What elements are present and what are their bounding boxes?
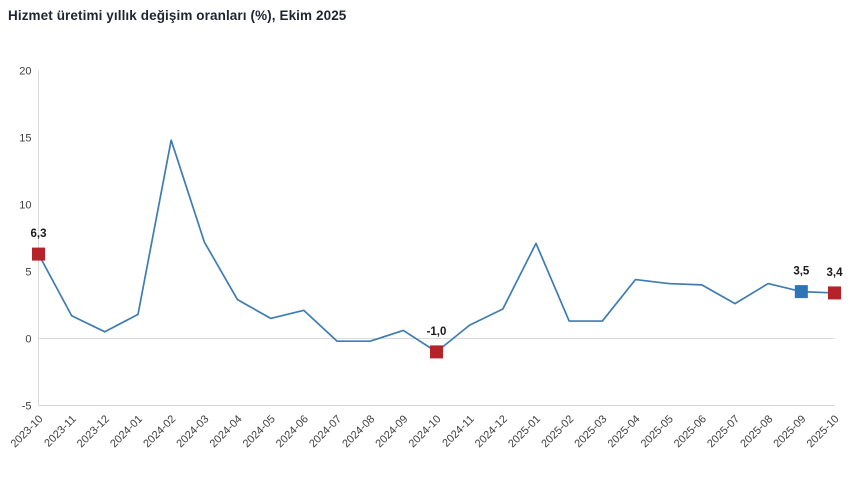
- x-tick-label: 2024-05: [241, 413, 278, 450]
- x-tick-label: 2025-08: [738, 413, 775, 450]
- x-tick-label: 2024-11: [440, 413, 476, 449]
- y-tick-label: 15: [19, 133, 31, 145]
- x-tick-label: 2024-07: [307, 413, 344, 450]
- x-tick-label: 2025-06: [672, 413, 709, 450]
- x-tick-label: 2025-04: [606, 413, 643, 450]
- y-tick-label: 0: [25, 334, 31, 346]
- x-tick-label: 2023-10: [9, 413, 46, 450]
- y-tick-label: 20: [19, 66, 31, 78]
- x-tick-label: 2025-05: [639, 413, 676, 450]
- data-point-label: 3,5: [793, 266, 810, 278]
- data-point-label: 3,4: [827, 267, 844, 279]
- x-tick-label: 2023-12: [75, 413, 112, 450]
- x-tick-label: 2024-09: [373, 413, 410, 450]
- x-tick-label: 2024-02: [141, 413, 178, 450]
- chart-title: Hizmet üretimi yıllık değişim oranları (…: [8, 8, 347, 23]
- x-tick-label: 2024-10: [407, 413, 444, 450]
- x-tick-label: 2024-01: [108, 413, 145, 450]
- y-tick-label: 5: [25, 267, 31, 279]
- x-tick-label: 2024-12: [473, 413, 510, 450]
- y-tick-label: 10: [19, 200, 31, 212]
- x-tick-label: 2024-03: [174, 413, 211, 450]
- data-point-label: -1,0: [427, 326, 447, 338]
- data-point-label: 6,3: [31, 228, 47, 240]
- series-line: [37, 139, 836, 353]
- x-tick-label: 2025-07: [705, 413, 742, 450]
- x-tick-label: 2025-01: [506, 413, 543, 450]
- y-tick-label: -5: [22, 401, 32, 413]
- x-tick-label: 2025-09: [771, 413, 808, 450]
- x-tick-label: 2024-08: [340, 413, 377, 450]
- data-point-marker: [32, 247, 45, 261]
- x-tick-label: 2025-02: [539, 413, 576, 450]
- x-tick-label: 2025-03: [572, 413, 609, 450]
- data-point-marker: [430, 345, 443, 359]
- data-point-marker: [828, 286, 841, 300]
- x-tick-label: 2025-10: [805, 413, 842, 450]
- x-tick-label: 2024-04: [208, 413, 245, 450]
- data-point-marker: [794, 285, 808, 299]
- x-tick-label: 2023-11: [42, 413, 78, 449]
- x-tick-label: 2024-06: [274, 413, 311, 450]
